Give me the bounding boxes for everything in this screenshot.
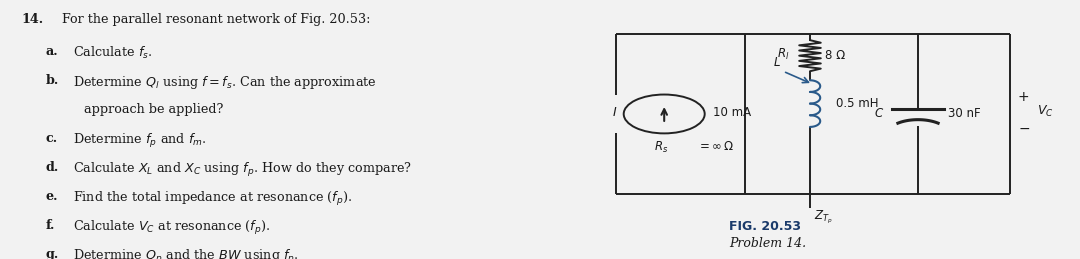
Text: Determine $Q_p$ and the $BW$ using $f_p$.: Determine $Q_p$ and the $BW$ using $f_p$… <box>73 248 298 259</box>
Text: $Z_{T_p}$: $Z_{T_p}$ <box>814 208 833 226</box>
Text: approach be applied?: approach be applied? <box>84 103 224 116</box>
Text: 8 Ω: 8 Ω <box>825 49 846 62</box>
Text: Find the total impedance at resonance ($f_p$).: Find the total impedance at resonance ($… <box>73 190 352 208</box>
Text: 30 nF: 30 nF <box>948 107 981 120</box>
Text: FIG. 20.53: FIG. 20.53 <box>729 220 801 233</box>
Text: e.: e. <box>46 190 58 203</box>
Text: a.: a. <box>46 45 58 58</box>
Text: Calculate $X_L$ and $X_C$ using $f_p$. How do they compare?: Calculate $X_L$ and $X_C$ using $f_p$. H… <box>73 161 411 179</box>
Text: Determine $f_p$ and $f_m$.: Determine $f_p$ and $f_m$. <box>73 132 206 150</box>
Text: $L$: $L$ <box>772 56 781 69</box>
Text: 0.5 mH: 0.5 mH <box>836 97 878 110</box>
Text: $-$: $-$ <box>1017 121 1030 135</box>
Text: g.: g. <box>46 248 59 259</box>
Text: Problem 14.: Problem 14. <box>729 237 806 250</box>
Text: d.: d. <box>46 161 59 174</box>
Text: $R_s$: $R_s$ <box>654 140 669 155</box>
Text: f.: f. <box>46 219 55 232</box>
Text: $= \infty\,\Omega$: $= \infty\,\Omega$ <box>697 140 733 153</box>
Text: $C$: $C$ <box>875 107 885 120</box>
Text: +: + <box>1017 90 1029 104</box>
Text: For the parallel resonant network of Fig. 20.53:: For the parallel resonant network of Fig… <box>63 13 370 26</box>
Text: $V_C$: $V_C$ <box>1037 104 1053 119</box>
Text: $R_l$: $R_l$ <box>778 47 789 62</box>
Text: 14.: 14. <box>22 13 43 26</box>
Text: Determine $Q_l$ using $f = f_s$. Can the approximate: Determine $Q_l$ using $f = f_s$. Can the… <box>73 74 377 91</box>
Text: Calculate $V_C$ at resonance ($f_p$).: Calculate $V_C$ at resonance ($f_p$). <box>73 219 270 237</box>
Text: b.: b. <box>46 74 59 87</box>
Text: Calculate $f_s$.: Calculate $f_s$. <box>73 45 152 61</box>
Text: c.: c. <box>46 132 58 145</box>
Text: 10 mA: 10 mA <box>713 106 751 119</box>
Text: $I$: $I$ <box>612 106 618 119</box>
